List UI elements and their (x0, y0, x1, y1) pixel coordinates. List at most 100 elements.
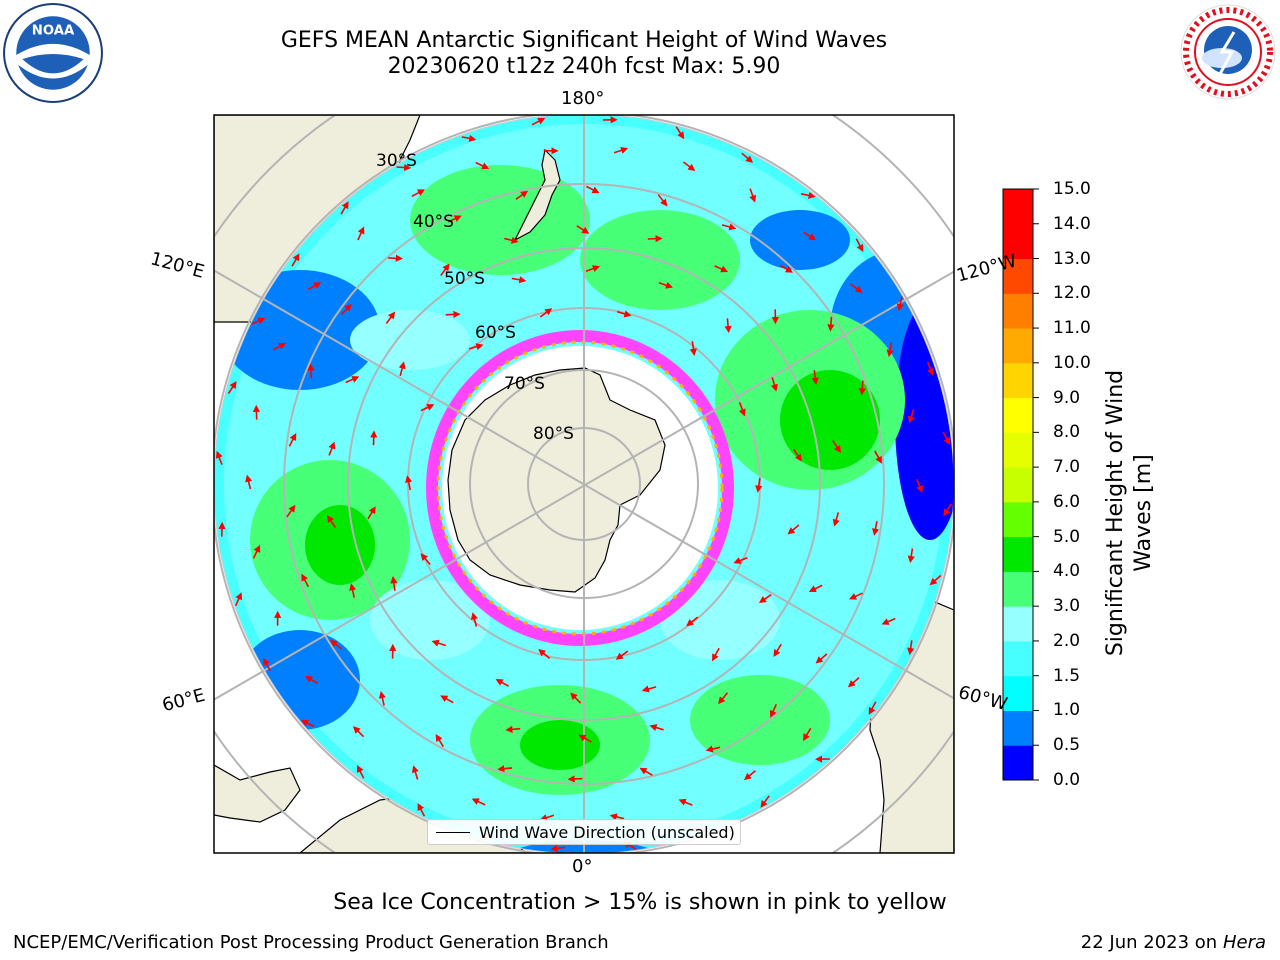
wave-direction-arrow (300, 719, 315, 728)
wave-direction-arrow (263, 657, 271, 672)
wave-direction-arrow (539, 814, 555, 822)
machine-name: Hera (1222, 932, 1266, 953)
wave-direction-arrow (886, 342, 894, 358)
wave-direction-arrow (495, 679, 509, 687)
wave-direction-arrow (445, 310, 461, 319)
latitude-label: 60°S (475, 323, 516, 343)
wave-direction-arrow (388, 254, 403, 262)
wave-direction-arrow (616, 310, 632, 318)
wave-direction-arrow (832, 512, 840, 527)
wave-direction-arrow (641, 685, 657, 693)
wave-direction-arrow (815, 653, 828, 664)
colorbar-tick-label: 11.0 (1053, 318, 1091, 339)
wave-direction-arrow (227, 381, 237, 395)
wave-direction-arrow (539, 308, 553, 318)
wave-direction-arrow (340, 303, 352, 316)
date-text: 22 Jun 2023 on (1080, 932, 1218, 953)
wave-direction-arrow (874, 450, 883, 464)
wave-direction-arrow (683, 161, 696, 172)
colorbar-tick-label: 13.0 (1053, 248, 1091, 269)
svg-text:NOAA: NOAA (32, 24, 75, 39)
wave-direction-arrow (435, 734, 444, 748)
wave-direction-arrow (328, 441, 336, 456)
wave-direction-arrow (926, 361, 934, 376)
map-frame (213, 114, 955, 854)
wave-direction-arrow (385, 311, 396, 324)
wave-direction-arrow (615, 650, 629, 660)
wind-wave-direction-arrows (215, 116, 953, 852)
wave-direction-arrow (639, 767, 653, 776)
colorbar-bin (1003, 745, 1033, 781)
wave-direction-arrow (855, 238, 864, 252)
chart-subtitle: 20230620 t12z 240h fcst Max: 5.90 (387, 54, 781, 79)
wave-direction-arrow (858, 380, 866, 396)
wave-direction-arrow (307, 363, 315, 379)
map-legend: Wind Wave Direction (unscaled) (427, 819, 741, 845)
wave-direction-arrow (803, 231, 817, 241)
wave-direction-arrow (769, 703, 778, 718)
producer-credit: NCEP/EMC/Verification Post Processing Pr… (13, 932, 609, 953)
wave-direction-arrow (515, 190, 529, 200)
wave-direction-arrow (531, 117, 546, 126)
colorbar-tick-label: 3.0 (1053, 596, 1081, 617)
colorbar-bin (1003, 362, 1033, 399)
wave-direction-arrow (291, 253, 300, 267)
wave-direction-arrow (405, 475, 413, 491)
wave-direction-arrow (832, 440, 841, 454)
wave-direction-arrow (755, 477, 763, 493)
wave-direction-arrow (811, 370, 819, 385)
colorbar-tick-label: 2.0 (1053, 630, 1081, 651)
wave-direction-arrow (705, 745, 721, 753)
wave-direction-arrow (689, 341, 697, 356)
generation-date: 22 Jun 2023 on Hera (1081, 932, 1266, 953)
latitude-label: 30°S (376, 151, 417, 171)
wave-direction-arrow (714, 265, 729, 273)
wave-direction-arrow (724, 318, 732, 334)
wave-direction-arrow (420, 404, 435, 412)
wave-direction-arrow (411, 189, 425, 198)
sea-ice-note: Sea Ice Concentration > 15% is shown in … (333, 890, 947, 915)
colorbar-bin (1003, 606, 1033, 642)
wave-direction-arrow (234, 592, 243, 607)
wave-direction-arrow (800, 191, 816, 199)
wave-direction-arrow (749, 188, 757, 203)
wave-direction-arrow (307, 282, 322, 291)
legend-label: Wind Wave Direction (unscaled) (479, 823, 735, 842)
wave-direction-arrow (718, 692, 729, 705)
colorbar-bin (1003, 675, 1033, 711)
colorbar-tick-label: 0.0 (1053, 770, 1081, 790)
wave-direction-arrow (378, 690, 386, 706)
wave-direction-arrow (848, 592, 863, 600)
colorbar-bin (1003, 223, 1033, 260)
colorbar-tick-label: 1.0 (1053, 700, 1081, 721)
wave-direction-arrow (245, 474, 253, 490)
land-africa (214, 764, 301, 823)
wave-direction-arrow (286, 504, 296, 518)
colorbar-tick-label: 1.5 (1053, 665, 1081, 686)
wave-direction-arrow (712, 647, 720, 662)
wave-direction-arrow (609, 813, 625, 821)
colorbar-tick-label: 10.0 (1053, 352, 1091, 373)
wave-direction-arrow (349, 583, 357, 598)
latitude-label: 50°S (444, 269, 485, 289)
colorbar-tick-label: 12.0 (1053, 283, 1091, 304)
wave-direction-arrow (367, 506, 376, 520)
wave-direction-arrow (468, 343, 484, 351)
wave-direction-arrow (649, 724, 664, 732)
chart-title: GEFS MEAN Antarctic Significant Height o… (280, 28, 888, 53)
wave-direction-arrow (881, 617, 896, 625)
wave-direction-arrow (896, 296, 904, 312)
wave-direction-arrow (440, 695, 454, 704)
wave-direction-arrow (678, 798, 693, 806)
wave-direction-arrow (808, 584, 823, 592)
wave-direction-arrow (511, 276, 527, 284)
wave-direction-arrow (357, 226, 365, 241)
colorbar-bin (1003, 432, 1033, 468)
wave-direction-arrow (803, 727, 812, 742)
wave-direction-arrow (475, 161, 490, 170)
wave-direction-arrow (907, 640, 915, 656)
wave-direction-arrow (647, 235, 663, 243)
colorbar-tick-label: 9.0 (1053, 387, 1081, 408)
wave-direction-arrow (252, 544, 261, 559)
wave-direction-arrow (792, 448, 802, 462)
